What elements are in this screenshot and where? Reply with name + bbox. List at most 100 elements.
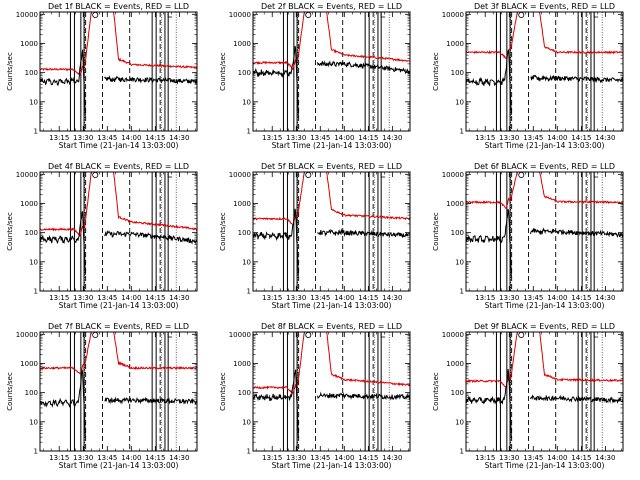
lld-series-line [40, 12, 197, 76]
panel-plot-area [466, 172, 623, 291]
x-tick-label: 13:45 [310, 294, 330, 302]
y-tick-label: 10 [29, 418, 38, 426]
panel-title: Det 3f BLACK = Events, RED = LLD [474, 2, 615, 11]
y-tick-label: 100 [238, 389, 251, 397]
x-tick-label: 14:30 [595, 294, 615, 302]
x-tick-label: 13:30 [499, 294, 519, 302]
panel-title: Det 9f BLACK = Events, RED = LLD [474, 322, 615, 331]
panel-title: Det 5f BLACK = Events, RED = LLD [261, 162, 402, 171]
y-tick-label: 10 [242, 418, 251, 426]
x-tick-label: 14:00 [121, 294, 141, 302]
x-tick-label: 13:15 [262, 134, 282, 142]
y-tick-label: 1 [247, 448, 251, 456]
y-axis-label: Counts/sec [6, 212, 14, 251]
y-tick-label: 10000 [442, 171, 464, 179]
gap-marker [593, 332, 599, 338]
panel-plot-area [253, 172, 410, 291]
y-tick-label: 1000 [446, 360, 464, 368]
y-tick-label: 1 [34, 448, 38, 456]
x-tick-label: 13:30 [73, 134, 93, 142]
x-tick-label: 14:15 [145, 294, 165, 302]
panel-6: 1 10 100 1000 10000 13:15 13:30 13:45 14:00 14:15… [432, 162, 624, 310]
y-tick-label: 10 [242, 98, 251, 106]
panel-1: 1 10 100 1000 10000 13:15 13:30 13:45 14:00 14:15… [6, 2, 198, 150]
x-tick-label: 13:15 [475, 294, 495, 302]
x-tick-label: 14:30 [382, 294, 402, 302]
y-axis-label: Counts/sec [219, 212, 227, 251]
lld-series-line [40, 172, 197, 237]
y-tick-label: 100 [451, 229, 464, 237]
panel-plot-area [40, 12, 197, 131]
y-tick-label: 1000 [233, 40, 251, 48]
gap-marker [167, 12, 173, 18]
panel-frame [252, 171, 411, 292]
y-tick-label: 10000 [16, 11, 38, 19]
panel-5: 1 10 100 1000 10000 13:15 13:30 13:45 14:00 14:15… [219, 162, 411, 310]
x-tick-label: 13:30 [499, 454, 519, 462]
x-tick-label: 14:00 [547, 454, 567, 462]
x-tick-label: 13:45 [97, 134, 117, 142]
saa-marker [518, 331, 525, 338]
gap-marker [167, 172, 173, 178]
y-axis-label: Counts/sec [219, 372, 227, 411]
events-series-line [40, 369, 197, 438]
y-tick-label: 100 [238, 69, 251, 77]
x-tick-label: 13:15 [475, 134, 495, 142]
y-tick-label: 10000 [442, 331, 464, 339]
y-tick-label: 100 [25, 69, 38, 77]
x-tick-label: 14:15 [358, 454, 378, 462]
y-tick-label: 100 [238, 229, 251, 237]
y-axis-label: Counts/sec [432, 372, 440, 411]
events-series-line [466, 208, 623, 277]
y-tick-label: 1 [247, 288, 251, 296]
x-tick-label: 14:00 [334, 294, 354, 302]
y-tick-label: 1000 [233, 360, 251, 368]
saa-marker [518, 11, 525, 18]
saa-marker [305, 331, 312, 338]
x-tick-label: 14:15 [145, 454, 165, 462]
y-axis-label: Counts/sec [432, 52, 440, 91]
panel-plot-area [253, 332, 410, 451]
saa-marker [305, 11, 312, 18]
y-tick-label: 1000 [20, 200, 38, 208]
panel-7: 1 10 100 1000 10000 13:15 13:30 13:45 14:00 14:15… [6, 322, 198, 470]
x-axis-label: Start Time (21-Jan-14 13:03:00) [59, 141, 179, 150]
x-tick-label: 14:15 [571, 454, 591, 462]
y-tick-label: 100 [451, 69, 464, 77]
x-tick-label: 14:30 [382, 454, 402, 462]
x-tick-label: 14:15 [358, 134, 378, 142]
events-series-line [40, 49, 197, 116]
panel-frame [39, 11, 198, 132]
y-tick-label: 100 [451, 389, 464, 397]
x-tick-label: 13:45 [310, 134, 330, 142]
panel-plot-area [466, 332, 623, 451]
x-tick-label: 13:15 [262, 294, 282, 302]
y-tick-label: 10000 [229, 11, 251, 19]
y-tick-label: 1000 [446, 40, 464, 48]
y-tick-label: 10000 [442, 11, 464, 19]
saa-marker [92, 171, 99, 178]
y-tick-label: 10 [455, 258, 464, 266]
x-tick-label: 13:15 [49, 454, 69, 462]
panel-frame [39, 171, 198, 292]
saa-marker [92, 331, 99, 338]
x-tick-label: 14:15 [358, 294, 378, 302]
x-tick-label: 14:30 [595, 454, 615, 462]
panel-title: Det 7f BLACK = Events, RED = LLD [48, 322, 189, 331]
y-tick-label: 10 [455, 98, 464, 106]
y-tick-label: 10 [455, 418, 464, 426]
gap-marker [593, 12, 599, 18]
x-tick-label: 13:45 [523, 294, 543, 302]
lld-series-line [466, 332, 623, 388]
x-axis-label: Start Time (21-Jan-14 13:03:00) [272, 461, 392, 470]
y-tick-label: 10000 [229, 331, 251, 339]
y-axis-label: Counts/sec [219, 52, 227, 91]
x-tick-label: 14:00 [334, 134, 354, 142]
y-tick-label: 1000 [446, 200, 464, 208]
y-tick-label: 1 [34, 128, 38, 136]
x-tick-label: 14:30 [169, 134, 189, 142]
panel-8: 1 10 100 1000 10000 13:15 13:30 13:45 14:00 14:15… [219, 322, 411, 470]
panel-9: 1 10 100 1000 10000 13:15 13:30 13:45 14:00 14:15… [432, 322, 624, 470]
y-tick-label: 1 [247, 128, 251, 136]
panel-2: 1 10 100 1000 10000 13:15 13:30 13:45 14:00 14:15… [219, 2, 411, 150]
